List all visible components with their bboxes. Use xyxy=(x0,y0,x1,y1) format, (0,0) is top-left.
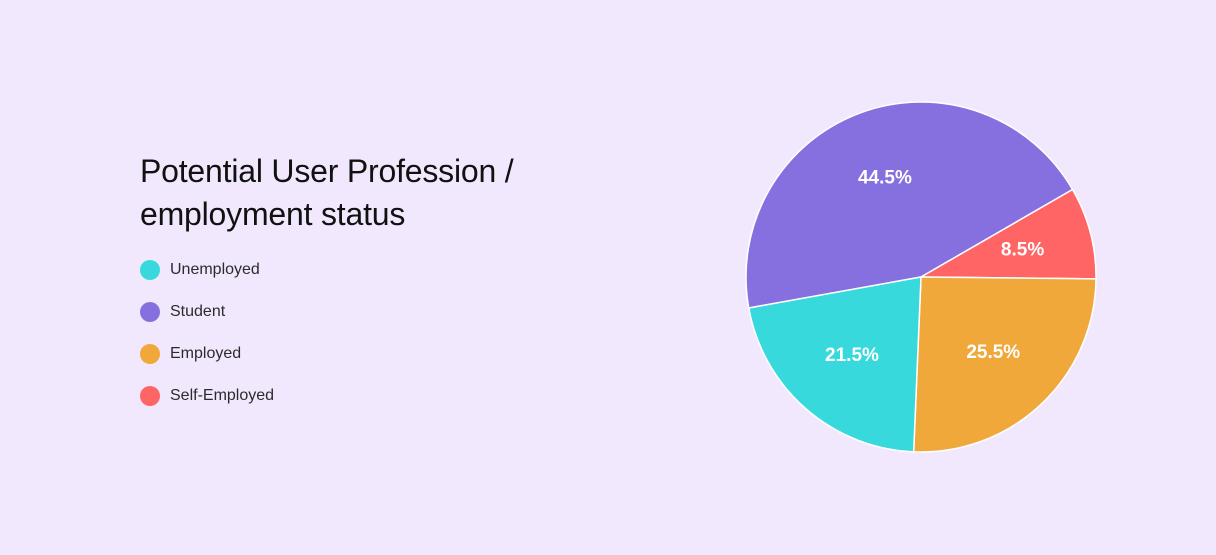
legend-swatch-self-employed xyxy=(140,386,160,406)
legend-label-unemployed: Unemployed xyxy=(170,261,260,278)
legend-item-employed: Employed xyxy=(140,343,274,365)
legend-label-self-employed: Self-Employed xyxy=(170,387,275,404)
slice-label-unemployed: 21.5% xyxy=(825,345,879,366)
legend-item-student: Student xyxy=(140,301,274,323)
legend-item-unemployed: Unemployed xyxy=(140,259,274,281)
legend-swatch-student xyxy=(140,302,160,322)
legend-swatch-employed xyxy=(140,344,160,364)
legend-item-self-employed: Self-Employed xyxy=(140,385,274,407)
slice-label-employed: 25.5% xyxy=(966,342,1020,363)
slice-label-self-employed: 8.5% xyxy=(1001,239,1044,260)
legend-label-student: Student xyxy=(170,303,226,320)
legend-swatch-unemployed xyxy=(140,260,160,280)
legend-label-employed: Employed xyxy=(170,345,242,362)
pie-slice-employed xyxy=(912,276,1097,453)
slice-label-student: 44.5% xyxy=(858,167,912,188)
pie-slice-student xyxy=(745,101,1074,309)
chart-legend: Unemployed Student Employed Self-Employe… xyxy=(140,259,274,427)
pie-slice-self-employed xyxy=(920,188,1097,280)
pie-slice-unemployed xyxy=(748,276,922,453)
chart-title: Potential User Profession / employment s… xyxy=(140,153,514,232)
